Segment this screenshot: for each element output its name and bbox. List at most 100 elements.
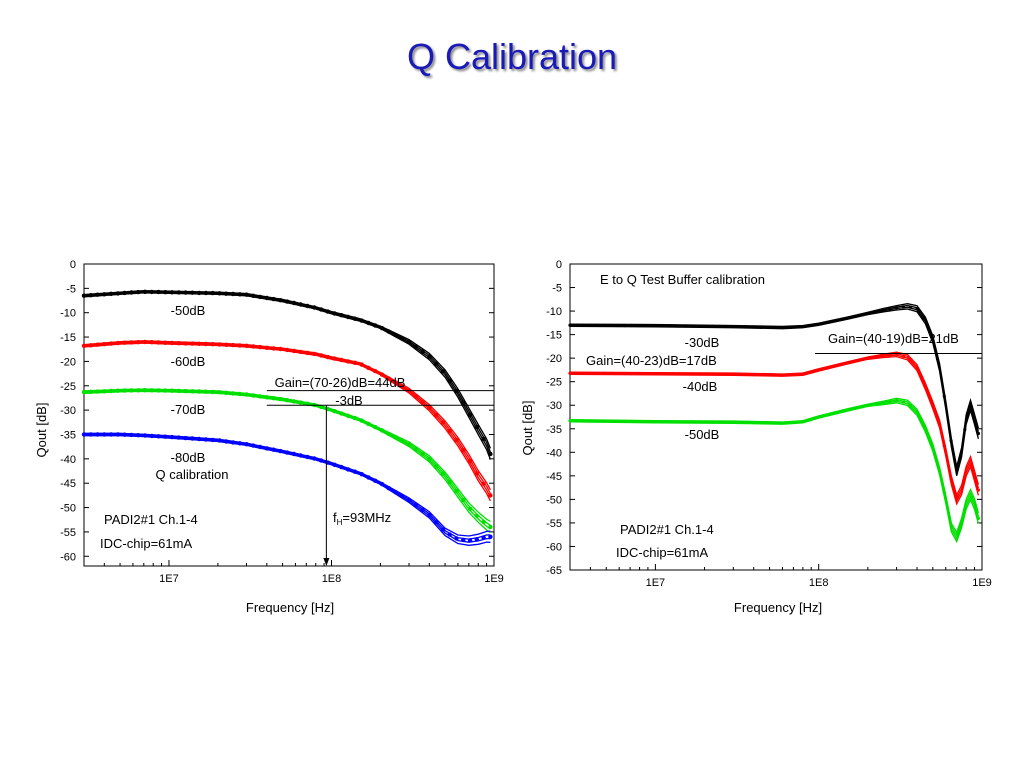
data-point: [122, 432, 127, 437]
data-point: [759, 373, 763, 377]
data-point: [217, 342, 222, 347]
data-point: [588, 419, 593, 423]
data-point: [312, 351, 317, 357]
data-point: [731, 325, 735, 329]
data-point: [142, 388, 148, 393]
data-point: [359, 418, 364, 423]
data-point: [765, 325, 770, 329]
data-point: [285, 450, 290, 455]
data-point: [413, 394, 419, 399]
data-point: [765, 421, 770, 425]
data-point: [704, 324, 708, 328]
data-point: [629, 323, 633, 328]
data-point: [779, 325, 783, 330]
data-point: [745, 372, 749, 376]
data-point: [237, 391, 242, 397]
x-tick-label: 1E9: [972, 577, 992, 589]
data-point: [690, 372, 695, 376]
y-tick-label: -45: [60, 478, 76, 490]
data-point: [963, 428, 967, 432]
y-tick-label: -65: [546, 565, 562, 577]
data-point: [461, 448, 466, 453]
data-point: [298, 302, 303, 307]
data-point: [285, 299, 290, 304]
series-line: [569, 351, 980, 497]
data-point: [285, 347, 290, 353]
data-point: [264, 345, 270, 350]
series-group: [568, 303, 981, 544]
x-axis-ticks: 1E7 1E8 1E9: [83, 560, 504, 585]
data-point: [406, 498, 412, 503]
data-point: [949, 524, 953, 528]
data-point: [704, 420, 708, 424]
data-point: [298, 400, 303, 405]
fh-marker-arrow: [323, 558, 330, 566]
data-point: [833, 411, 838, 415]
data-point: [643, 372, 647, 376]
data-point: [264, 446, 270, 451]
data-point: [386, 431, 391, 437]
y-axis-title: Qout [dB]: [34, 403, 49, 458]
data-point: [244, 392, 249, 397]
data-point: [108, 388, 114, 394]
data-point: [122, 290, 127, 296]
data-point: [359, 318, 364, 323]
series-line: [569, 354, 980, 503]
series-line: [569, 397, 980, 535]
data-point: [488, 524, 493, 530]
data-point: [264, 395, 270, 400]
y-tick-label: -40: [546, 447, 562, 459]
data-point: [575, 419, 579, 423]
data-point: [373, 368, 378, 374]
data-point: [379, 325, 385, 331]
data-point: [827, 413, 831, 417]
data-point: [244, 442, 249, 447]
data-point: [325, 354, 330, 360]
data-point: [888, 353, 892, 357]
data-point: [102, 389, 107, 394]
data-point: [81, 389, 87, 395]
data-point: [305, 350, 310, 356]
data-point: [359, 362, 364, 367]
data-point: [183, 435, 188, 441]
data-point: [81, 293, 87, 298]
data-point: [345, 314, 351, 320]
data-point: [210, 437, 215, 443]
data-point: [915, 366, 919, 370]
data-point: [609, 323, 613, 327]
x-axis-title: Frequency [Hz]: [246, 600, 334, 615]
data-point: [970, 495, 974, 499]
y-tick-label: -25: [546, 377, 562, 389]
data-point: [745, 325, 749, 329]
data-point: [88, 432, 94, 437]
data-point: [650, 372, 654, 376]
data-point: [799, 372, 804, 376]
data-point: [434, 464, 439, 469]
y-tick-label: -50: [546, 494, 562, 506]
data-point: [929, 440, 933, 444]
data-point: [129, 340, 134, 345]
data-point: [738, 420, 742, 424]
data-point: [203, 341, 209, 347]
data-point: [305, 303, 310, 309]
data-point: [81, 343, 87, 348]
data-point: [136, 289, 141, 295]
annotation-50db: -50dB: [171, 303, 206, 318]
data-point: [298, 453, 303, 458]
data-point: [779, 373, 783, 377]
fh-sub: H: [337, 518, 343, 527]
data-point: [230, 342, 236, 348]
data-point: [731, 420, 735, 424]
data-point: [677, 324, 681, 328]
data-point: [656, 420, 661, 424]
data-point: [291, 300, 297, 306]
annotation-70db: -70dB: [171, 402, 206, 417]
data-point: [656, 372, 661, 376]
data-point: [759, 325, 763, 329]
x-tick-label: 1E8: [809, 577, 829, 589]
data-point: [568, 323, 572, 327]
data-point: [122, 388, 127, 393]
data-point: [663, 324, 667, 328]
data-point: [318, 458, 324, 463]
data-point: [163, 290, 168, 295]
